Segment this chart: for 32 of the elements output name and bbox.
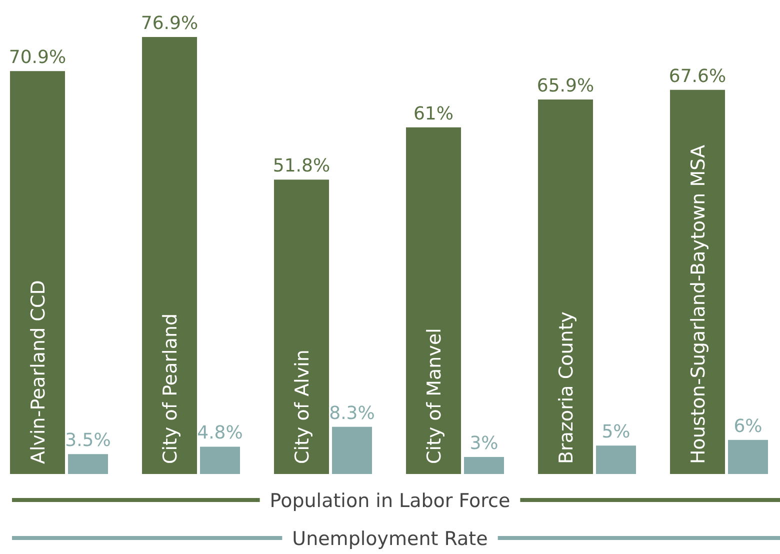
bar — [200, 446, 240, 474]
data-label: 3.5% — [65, 430, 111, 452]
x-tick-label: Houston-Sugarland-Baytown MSA — [688, 144, 710, 464]
bar — [464, 456, 504, 474]
data-label: 76.9% — [140, 13, 198, 34]
data-label: 8.3% — [329, 402, 375, 424]
bar — [728, 440, 768, 474]
data-label: 4.8% — [197, 422, 243, 444]
data-label: 3% — [470, 432, 498, 454]
bar — [596, 446, 636, 474]
data-label: 51.8% — [272, 156, 330, 177]
data-label: 61% — [413, 103, 454, 124]
text: Unemployment Rate — [292, 528, 488, 550]
bar — [332, 426, 372, 474]
series-label: Population in Labor Force — [270, 490, 510, 512]
bar — [406, 127, 461, 474]
x-tick-label: Alvin-Pearland CCD — [28, 280, 50, 464]
data-label: 6% — [734, 416, 762, 437]
data-label: 5% — [602, 422, 630, 443]
bar — [274, 180, 329, 474]
x-tick-label: Brazoria County — [556, 311, 578, 464]
x-tick-label: City of Pearland — [160, 313, 182, 464]
bar — [142, 37, 197, 474]
data-label: 65.9% — [536, 76, 594, 97]
bar — [10, 71, 65, 474]
x-tick-label: City of Manvel — [424, 328, 446, 464]
data-label: 67.6% — [668, 66, 726, 87]
x-tick-label: City of Alvin — [292, 350, 314, 464]
bar — [68, 454, 108, 474]
data-label: 70.9% — [8, 47, 66, 68]
bar — [538, 100, 593, 474]
bar — [670, 90, 725, 474]
